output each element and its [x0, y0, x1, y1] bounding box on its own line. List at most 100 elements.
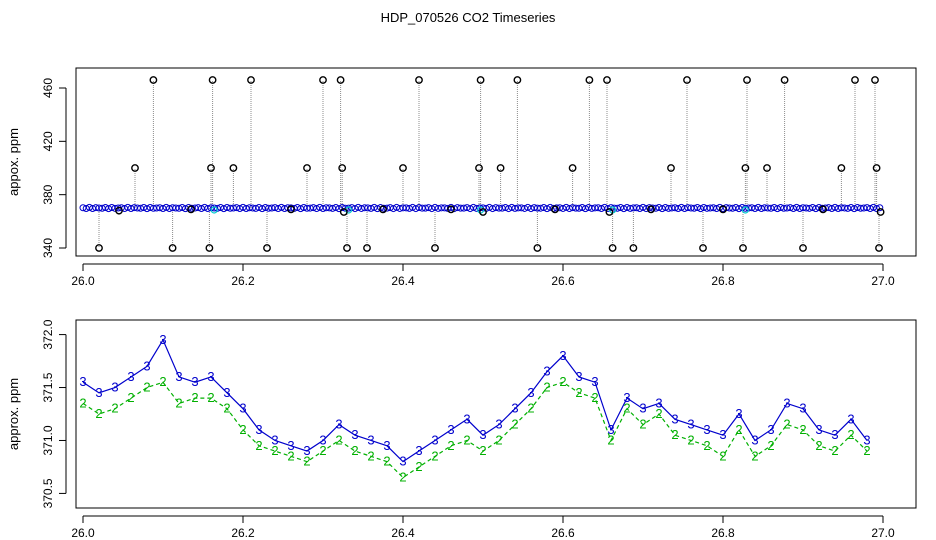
series-2-label: 2: [335, 432, 342, 447]
spike-point: [872, 164, 881, 172]
bottom-y-tick-label: 370.5: [41, 478, 55, 508]
series-2-label: 2: [79, 395, 86, 410]
bottom-x-tick-label: 26.8: [711, 526, 735, 540]
series-3-label: 3: [511, 401, 518, 416]
spike-point: [513, 76, 522, 84]
series-3-label: 3: [79, 374, 86, 389]
spike-point: [363, 244, 371, 252]
bottom-y-tick-label: 371.0: [41, 425, 55, 455]
series-3-label: 3: [543, 364, 550, 379]
spike-point: [819, 205, 827, 214]
spike-point: [683, 76, 691, 84]
top-drop-lines: [98, 80, 882, 248]
spike-point: [647, 205, 655, 214]
series-2-label: 2: [847, 427, 854, 442]
series-2-label: 2: [863, 443, 870, 458]
baseline-point: [876, 204, 884, 212]
series-3-label: 3: [831, 427, 838, 442]
series-2-label: 2: [815, 438, 822, 453]
series-3-line: [82, 338, 868, 463]
series-3-label: 3: [479, 427, 486, 442]
series-2-label: 2: [223, 401, 230, 416]
series-3-label: 3: [639, 401, 646, 416]
bottom-y-tick-label: 372.0: [41, 319, 55, 349]
series-2-label: 2: [575, 385, 582, 400]
series-2-label: 2: [271, 443, 278, 458]
spike-point: [115, 206, 123, 215]
spike-point: [608, 244, 617, 252]
top-y-axis: 340 380 420 460: [41, 78, 67, 258]
series-3-label: 3: [111, 380, 118, 395]
spike-point: [603, 76, 611, 84]
top-x-tick-label: 26.2: [231, 274, 255, 288]
series-3-label: 3: [847, 411, 854, 426]
series-3-label: 3: [191, 374, 198, 389]
series-2-label: 2: [703, 438, 710, 453]
series-3-label: 3: [767, 422, 774, 437]
series-3-label: 3: [95, 385, 102, 400]
series-3-label: 3: [399, 454, 406, 469]
series-3-label: 3: [303, 443, 310, 458]
series-3-label: 3: [783, 395, 790, 410]
series-2-label: 2: [303, 454, 310, 469]
series-2-label: 2: [95, 406, 102, 421]
series-3-label: 3: [143, 358, 150, 373]
series-2-label: 2: [111, 401, 118, 416]
series-3-label: 3: [687, 417, 694, 432]
spike-point: [338, 164, 347, 172]
series-3-label: 3: [335, 417, 342, 432]
baseline-cyan-point: [741, 206, 750, 214]
spike-point: [379, 205, 387, 214]
bottom-x-tick-label: 26.0: [71, 526, 95, 540]
spike-point: [719, 205, 727, 214]
series-2-line: [82, 381, 868, 479]
spike-point: [741, 164, 750, 172]
series-3-label: 3: [463, 411, 470, 426]
bottom-x-tick-label: 27.0: [871, 526, 895, 540]
spike-point: [207, 164, 215, 172]
spike-point: [605, 208, 614, 216]
series-2-label: 2: [191, 390, 198, 405]
series-2-label: 2: [607, 432, 614, 447]
top-x-tick-label: 26.8: [711, 274, 735, 288]
series-2-label: 2: [671, 427, 678, 442]
series-2-label: 2: [287, 448, 294, 463]
spike-point: [149, 76, 158, 84]
series-3-label: 3: [239, 401, 246, 416]
spike-point: [343, 244, 351, 252]
series-2-label: 2: [655, 406, 662, 421]
bottom-y-tick-label: 371.5: [41, 372, 55, 402]
spike-point: [851, 76, 859, 84]
spike-point: [263, 244, 271, 252]
spike-point: [799, 244, 807, 252]
bottom-x-tick-label: 26.6: [551, 526, 575, 540]
series-2-label: 2: [527, 401, 534, 416]
series-3-label: 3: [751, 432, 758, 447]
spike-point: [479, 208, 487, 216]
spike-point: [339, 208, 348, 216]
spike-point: [476, 76, 485, 84]
spike-point: [568, 164, 577, 172]
series-2-label: 2: [639, 417, 646, 432]
series-2-label: 2: [207, 390, 214, 405]
series-3-label: 3: [591, 374, 598, 389]
series-3-label: 3: [127, 369, 134, 384]
series-3-label: 3: [703, 422, 710, 437]
top-panel: 26.0 26.2 26.4 26.6 26.8 27.0 340 380 420 460 ap…: [6, 67, 917, 288]
series-2-label: 2: [319, 443, 326, 458]
series-3-label: 3: [655, 395, 662, 410]
baseline-cyan-point: [210, 206, 218, 214]
series-3-label: 3: [367, 432, 374, 447]
top-x-tick-label: 27.0: [871, 274, 895, 288]
series-3-label: 3: [159, 332, 166, 347]
series-3-label: 3: [287, 438, 294, 453]
figure-title: HDP_070526 CO2 Timeseries: [381, 10, 556, 25]
spike-point: [585, 76, 594, 84]
series-2-label: 2: [591, 390, 598, 405]
series-2-label: 2: [351, 443, 358, 458]
spike-point: [415, 76, 423, 84]
series-2-label: 2: [367, 448, 374, 463]
series-3-label: 3: [319, 432, 326, 447]
series-2-label: 2: [175, 395, 182, 410]
